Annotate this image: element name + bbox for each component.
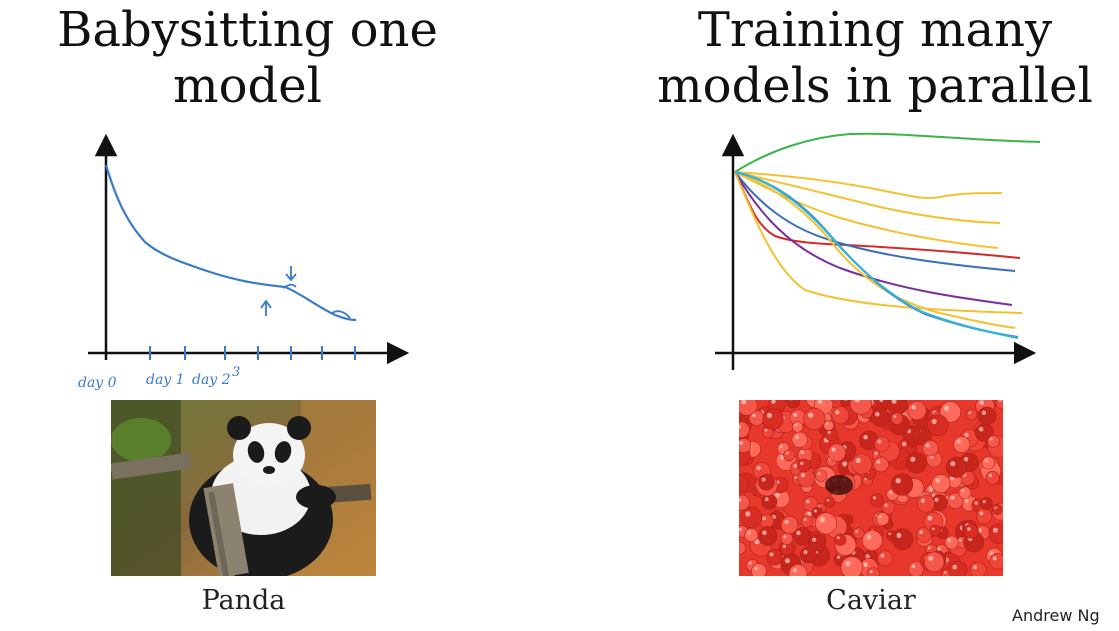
right-title-line1: Training many: [697, 2, 1053, 58]
left-title-line1: Babysitting one: [57, 2, 438, 58]
left-sketch: day 0 day 1 day 2 3: [78, 133, 410, 391]
caviar-caption: Caviar: [826, 585, 916, 616]
down-arrow-annotation: [285, 266, 297, 282]
left-title-line2: model: [173, 58, 322, 114]
panda-illustration: [111, 400, 376, 576]
caviar-photo: [739, 400, 1003, 576]
left-curve-bump: [282, 283, 351, 319]
green-curve: [734, 132, 1041, 173]
caviar-illustration: [739, 400, 1003, 576]
yellow-curve-5: [734, 171, 1016, 329]
day3-label: 3: [232, 365, 240, 380]
yellow-curve-1: [734, 171, 1003, 200]
right-title-line2: models in parallel: [657, 58, 1093, 114]
panda-photo: [111, 400, 376, 576]
day1-label: day 1: [146, 372, 185, 388]
purple-curve: [734, 171, 1013, 306]
yellow-curve-4: [734, 171, 1023, 314]
yellow-curve-3: [734, 171, 999, 249]
right-sketch: [715, 132, 1041, 370]
yellow-curve-2: [734, 171, 1001, 224]
author-credit: Andrew Ng: [1012, 606, 1100, 625]
day2-label: day 2: [192, 372, 231, 388]
panda-caption: Panda: [201, 585, 286, 616]
day0-label: day 0: [78, 375, 117, 391]
cyan-curve: [734, 170, 1019, 340]
left-loss-curve: [104, 164, 357, 322]
left-title: Babysitting one model: [20, 2, 475, 114]
up-arrow-annotation: [260, 299, 272, 316]
right-title: Training many models in parallel: [640, 2, 1110, 114]
left-day-ticks: [149, 346, 356, 360]
